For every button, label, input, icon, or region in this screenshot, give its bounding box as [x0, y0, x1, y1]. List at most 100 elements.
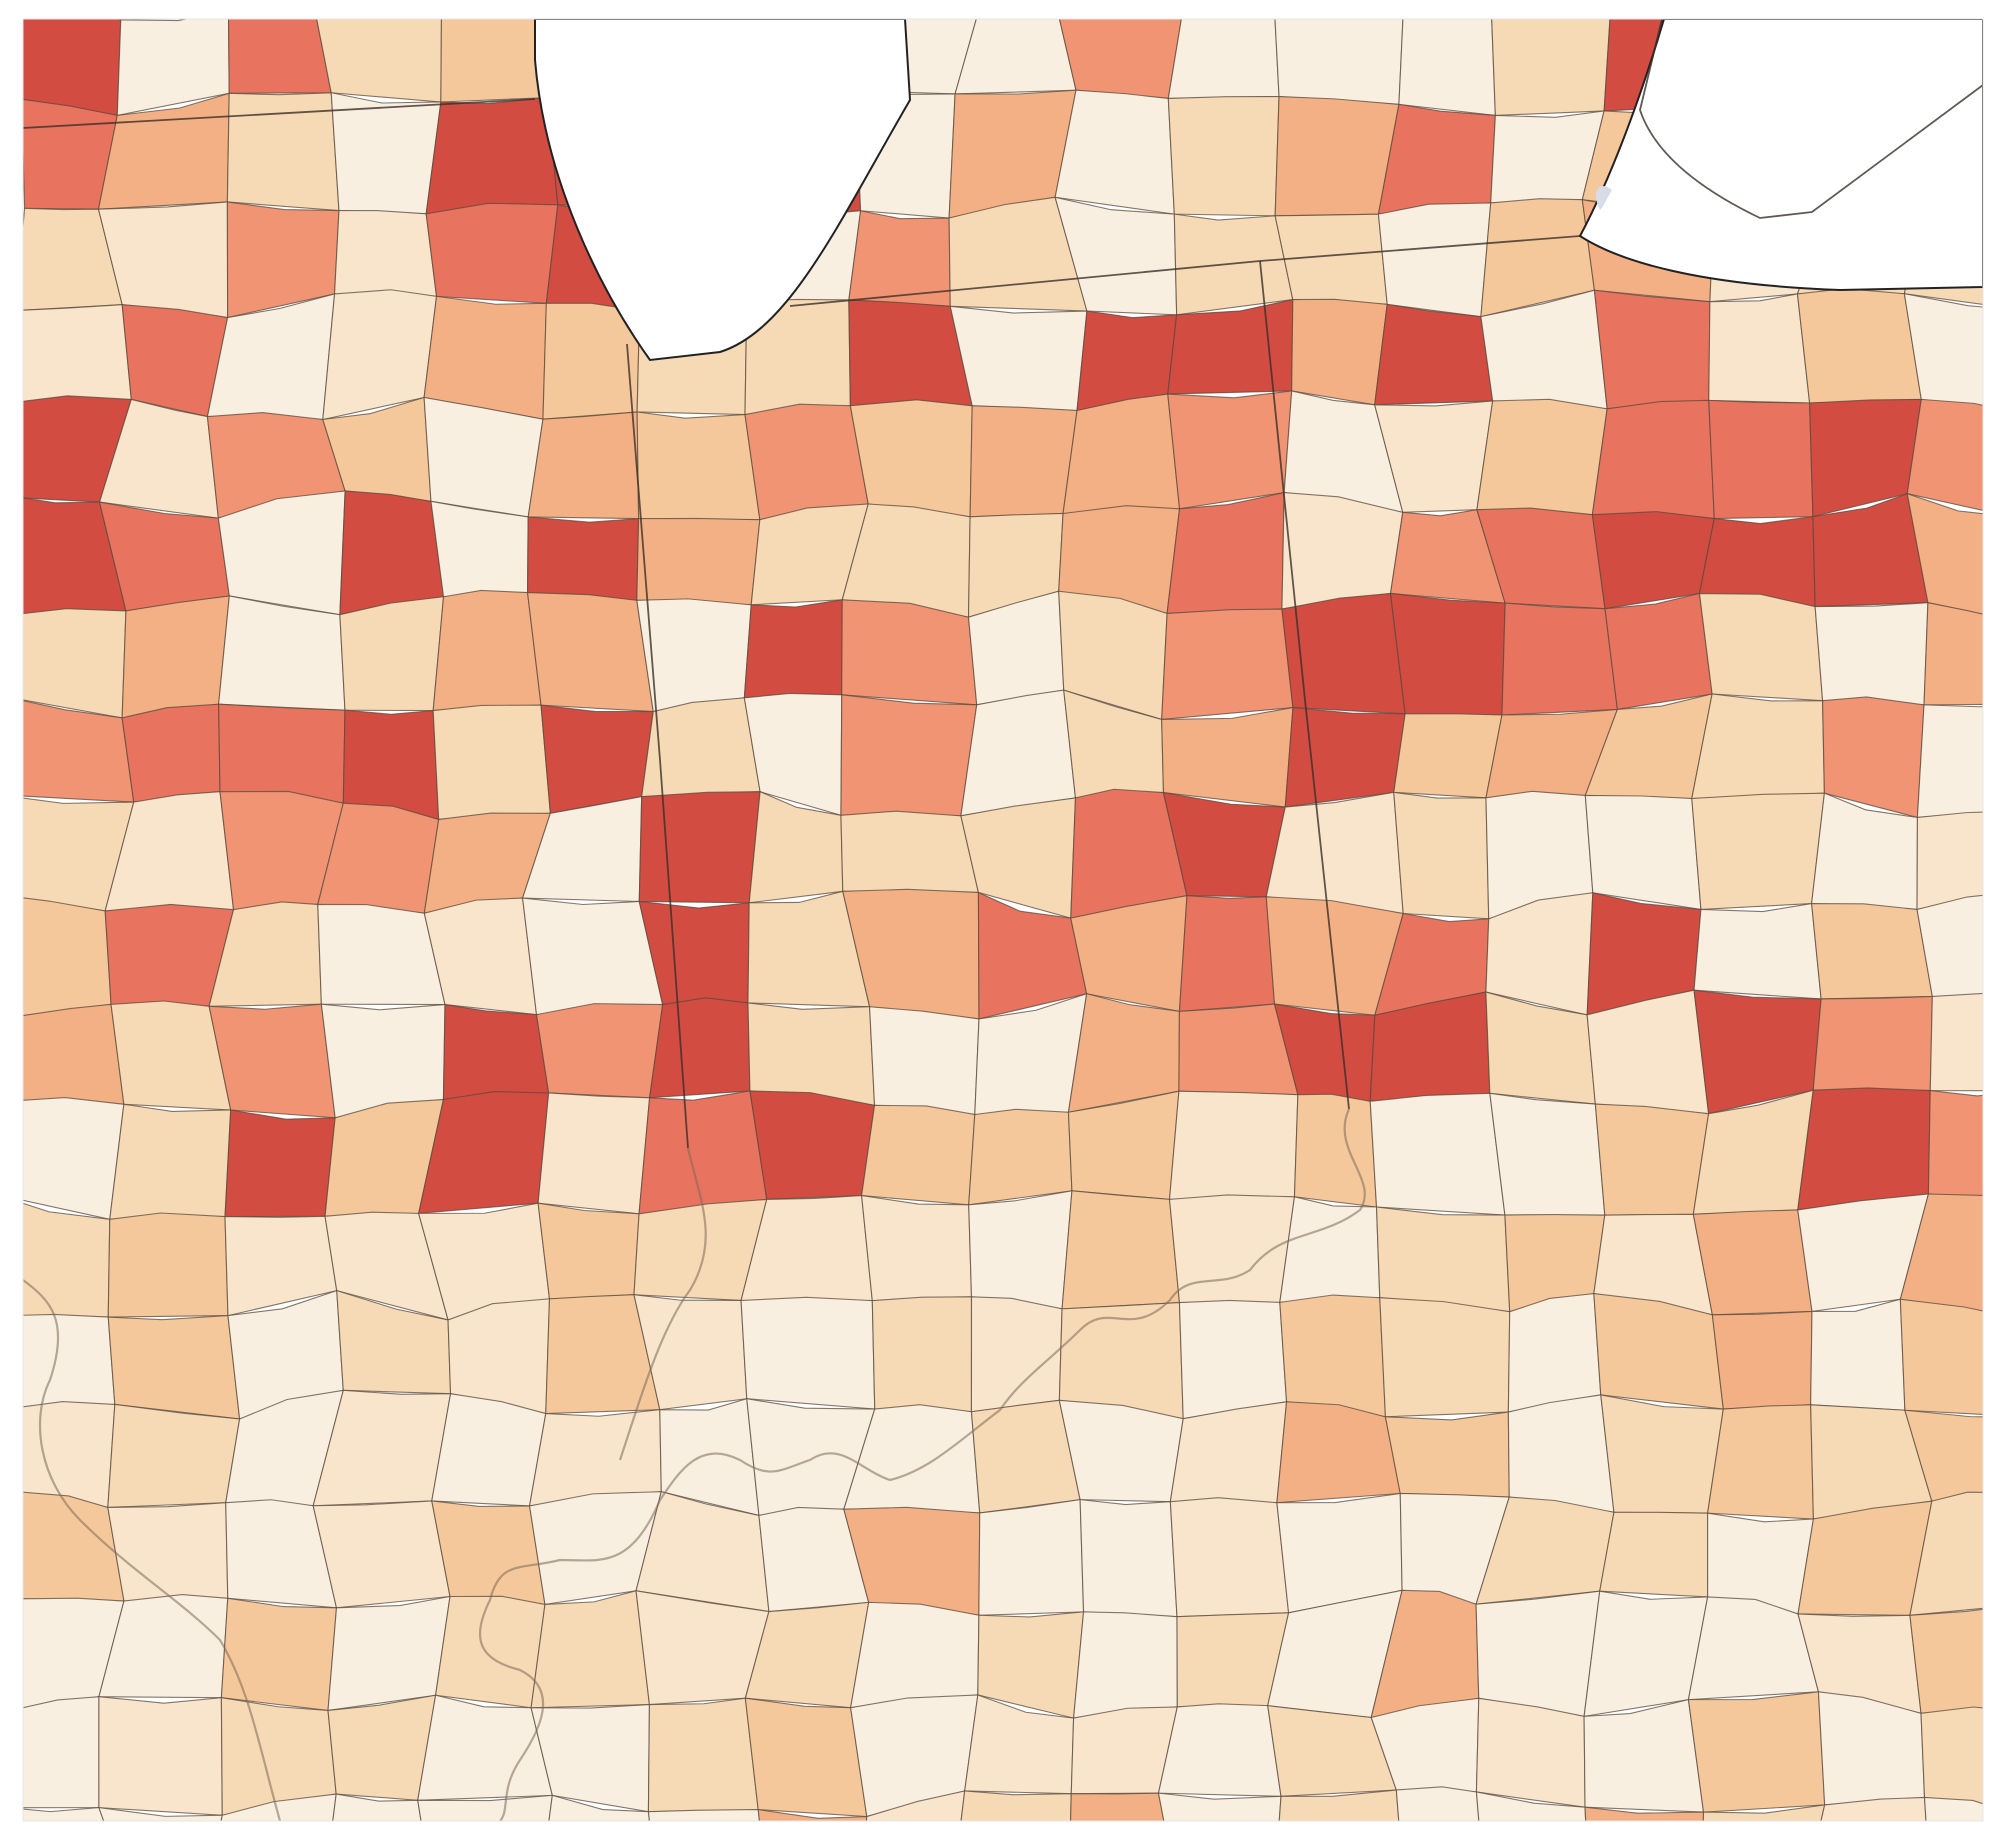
- county: [749, 1090, 876, 1200]
- county: [430, 500, 529, 598]
- county: [330, 92, 442, 215]
- county: [1583, 1698, 1705, 1813]
- river: [618, 1147, 707, 1461]
- lake: [534, 19, 912, 362]
- county: [333, 210, 438, 297]
- county: [1054, 89, 1175, 215]
- county: [1903, 293, 1983, 410]
- county: [968, 1108, 1073, 1206]
- county: [636, 517, 761, 606]
- county: [1284, 706, 1406, 808]
- shore-water: [1595, 186, 1612, 210]
- county: [1909, 1608, 1983, 1714]
- county: [23, 897, 112, 1017]
- county: [526, 516, 640, 601]
- county: [1909, 1491, 1983, 1616]
- county: [1797, 1500, 1933, 1616]
- county: [339, 490, 445, 616]
- state-border: [626, 343, 689, 1149]
- county: [1178, 895, 1276, 1012]
- county: [107, 1403, 241, 1508]
- county: [227, 19, 332, 94]
- county: [841, 599, 978, 706]
- county: [1072, 1611, 1178, 1719]
- county: [1276, 1401, 1401, 1504]
- county: [527, 411, 640, 520]
- county: [1476, 398, 1608, 516]
- county: [98, 1806, 223, 1821]
- county: [1279, 1196, 1381, 1303]
- county: [949, 305, 1088, 412]
- county: [865, 1790, 966, 1821]
- county: [1584, 794, 1702, 911]
- county: [423, 396, 544, 518]
- county: [638, 1090, 768, 1215]
- county: [1810, 1298, 1906, 1411]
- county: [218, 595, 346, 711]
- county: [1379, 1297, 1511, 1418]
- county: [521, 897, 664, 1016]
- county: [1377, 103, 1496, 215]
- county: [121, 703, 221, 803]
- county: [744, 403, 869, 521]
- county: [327, 1595, 451, 1712]
- county: [1929, 992, 1983, 1092]
- county: [1899, 1193, 1983, 1314]
- county: [1797, 1087, 1931, 1211]
- county: [970, 1296, 1063, 1413]
- county: [1157, 1703, 1282, 1797]
- county: [23, 304, 132, 404]
- county: [1395, 1786, 1480, 1821]
- county: [861, 1194, 973, 1302]
- county: [1274, 19, 1404, 105]
- county: [1058, 19, 1182, 100]
- county: [1702, 1804, 1826, 1821]
- county: [1166, 491, 1285, 615]
- county: [107, 1212, 229, 1318]
- county: [1393, 713, 1503, 799]
- county: [1377, 202, 1492, 318]
- county: [1167, 298, 1294, 395]
- county: [1173, 213, 1294, 316]
- map-frame: [22, 18, 1984, 1822]
- county: [1475, 1697, 1586, 1808]
- county: [1178, 1299, 1288, 1420]
- county: [1374, 303, 1494, 406]
- county: [1920, 1706, 1983, 1809]
- county: [1501, 602, 1618, 716]
- county: [23, 1696, 100, 1809]
- river: [23, 1279, 282, 1821]
- county: [1591, 399, 1715, 520]
- county: [1384, 1411, 1510, 1498]
- county: [339, 596, 445, 712]
- county: [431, 1500, 546, 1606]
- county: [442, 1003, 550, 1101]
- county: [1600, 1394, 1724, 1514]
- county: [1927, 1089, 1983, 1200]
- county: [1393, 791, 1490, 920]
- county: [1161, 706, 1294, 808]
- county: [1278, 1789, 1400, 1821]
- state-border: [23, 98, 536, 129]
- county: [960, 689, 1077, 817]
- county: [432, 704, 551, 821]
- county: [1812, 995, 1933, 1092]
- county: [312, 1500, 451, 1609]
- county: [121, 595, 230, 719]
- county: [978, 1498, 1085, 1616]
- county: [1168, 1194, 1296, 1304]
- county: [109, 1103, 232, 1220]
- county: [1079, 1499, 1178, 1618]
- county: [1593, 289, 1711, 410]
- county: [1692, 1209, 1813, 1316]
- county: [23, 1096, 125, 1220]
- county: [440, 19, 549, 103]
- state-border: [1639, 19, 1983, 219]
- county: [425, 97, 559, 215]
- county: [743, 599, 843, 699]
- county: [647, 1697, 759, 1813]
- county: [954, 19, 1077, 95]
- county: [432, 589, 542, 712]
- county: [218, 703, 346, 804]
- county: [1061, 1190, 1181, 1310]
